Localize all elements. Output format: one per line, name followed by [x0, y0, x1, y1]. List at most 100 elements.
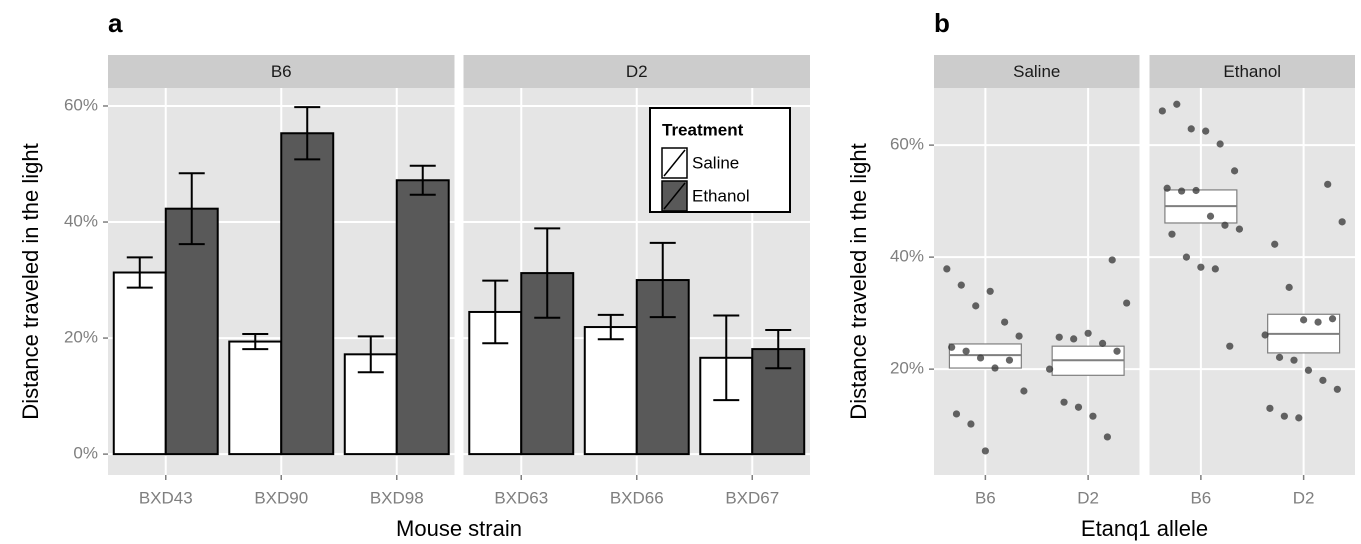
y-axis-title: Distance traveled in the light	[18, 143, 43, 419]
bar	[583, 326, 638, 456]
data-point	[1070, 335, 1078, 343]
data-point	[1192, 186, 1200, 195]
bar	[228, 340, 283, 456]
strip-label: Ethanol	[1223, 62, 1281, 81]
panel-label: a	[108, 8, 123, 38]
data-point	[1123, 299, 1131, 307]
data-point	[952, 410, 961, 418]
data-point	[1290, 356, 1298, 364]
data-point	[1285, 283, 1293, 291]
data-point	[1271, 240, 1279, 248]
data-point	[1295, 414, 1303, 422]
data-point	[1324, 180, 1332, 188]
bar	[164, 207, 219, 456]
legend-key-slash	[663, 149, 686, 177]
error-bar	[409, 164, 436, 196]
x-tick-label: BXD66	[610, 488, 664, 507]
data-point	[957, 281, 965, 289]
error-bar	[242, 333, 269, 351]
data-point	[1074, 403, 1083, 411]
data-point	[1182, 253, 1191, 261]
y-tick-label: 40%	[64, 212, 98, 231]
data-point	[1108, 256, 1116, 264]
error-bar	[649, 241, 676, 319]
data-point	[1280, 412, 1288, 420]
data-point	[1020, 387, 1028, 395]
error-bar	[713, 314, 740, 402]
error-bar	[357, 335, 384, 374]
error-bar	[765, 328, 792, 370]
data-point	[1266, 404, 1274, 412]
x-tick-label: B6	[975, 488, 996, 507]
data-point	[1178, 187, 1186, 195]
data-point	[1187, 125, 1195, 133]
error-bar	[597, 313, 624, 341]
strip-label: B6	[271, 62, 292, 81]
y-tick-label: 60%	[64, 95, 98, 114]
data-point	[1221, 221, 1229, 229]
data-point	[1202, 127, 1210, 135]
strip	[463, 55, 810, 88]
bar	[395, 179, 450, 456]
data-point	[1300, 316, 1308, 324]
data-point	[1055, 333, 1063, 341]
legend-key-slash	[663, 182, 686, 210]
error-bar	[178, 172, 205, 246]
x-axis-title: Mouse strain	[396, 516, 522, 541]
data-point	[976, 354, 985, 362]
legend-label: Ethanol	[692, 186, 750, 205]
panel-label: b	[934, 8, 950, 38]
data-point	[1060, 398, 1068, 406]
data-point	[1045, 365, 1054, 373]
y-axis-title: Distance traveled in the light	[846, 143, 871, 419]
data-point	[1005, 356, 1014, 364]
legend-title: Treatment	[662, 120, 744, 139]
strip-label: Saline	[1013, 62, 1060, 81]
data-point	[1163, 184, 1171, 192]
data-point	[1230, 167, 1239, 175]
data-point	[1158, 107, 1166, 115]
data-point	[1197, 263, 1205, 271]
bar	[112, 271, 167, 456]
legend-label: Saline	[692, 153, 739, 172]
data-point	[1328, 315, 1337, 323]
y-tick-label: 20%	[890, 359, 924, 378]
data-point	[1314, 318, 1322, 326]
x-tick-label: BXD67	[725, 488, 779, 507]
strip	[1149, 55, 1355, 88]
data-point	[972, 302, 980, 310]
bar	[280, 132, 335, 456]
data-point	[986, 287, 994, 295]
error-bar	[126, 256, 153, 289]
panel-background	[934, 88, 1140, 475]
data-point	[991, 364, 999, 372]
data-point	[1103, 433, 1111, 441]
x-tick-label: BXD43	[139, 488, 193, 507]
data-point	[1261, 331, 1269, 339]
x-tick-label: D2	[1077, 488, 1099, 507]
data-point	[1304, 366, 1313, 374]
data-point	[1275, 353, 1284, 361]
x-axis-title: Etanq1 allele	[1081, 516, 1208, 541]
data-point	[1333, 385, 1341, 393]
data-point	[1098, 339, 1107, 347]
error-bar	[482, 279, 509, 345]
data-point	[1226, 342, 1234, 350]
data-point	[1338, 218, 1346, 226]
data-point	[943, 265, 951, 273]
data-point	[1084, 329, 1092, 337]
data-point	[1001, 318, 1009, 326]
data-point	[967, 420, 975, 428]
error-bar	[294, 106, 321, 161]
x-tick-label: B6	[1190, 488, 1211, 507]
y-tick-label: 60%	[890, 135, 924, 154]
y-tick-label: 0%	[73, 444, 98, 463]
data-point	[1173, 100, 1181, 108]
data-point	[1211, 265, 1219, 273]
data-point	[1089, 412, 1097, 420]
data-point	[1319, 376, 1327, 384]
data-point	[1113, 347, 1121, 355]
x-tick-label: D2	[1293, 488, 1315, 507]
